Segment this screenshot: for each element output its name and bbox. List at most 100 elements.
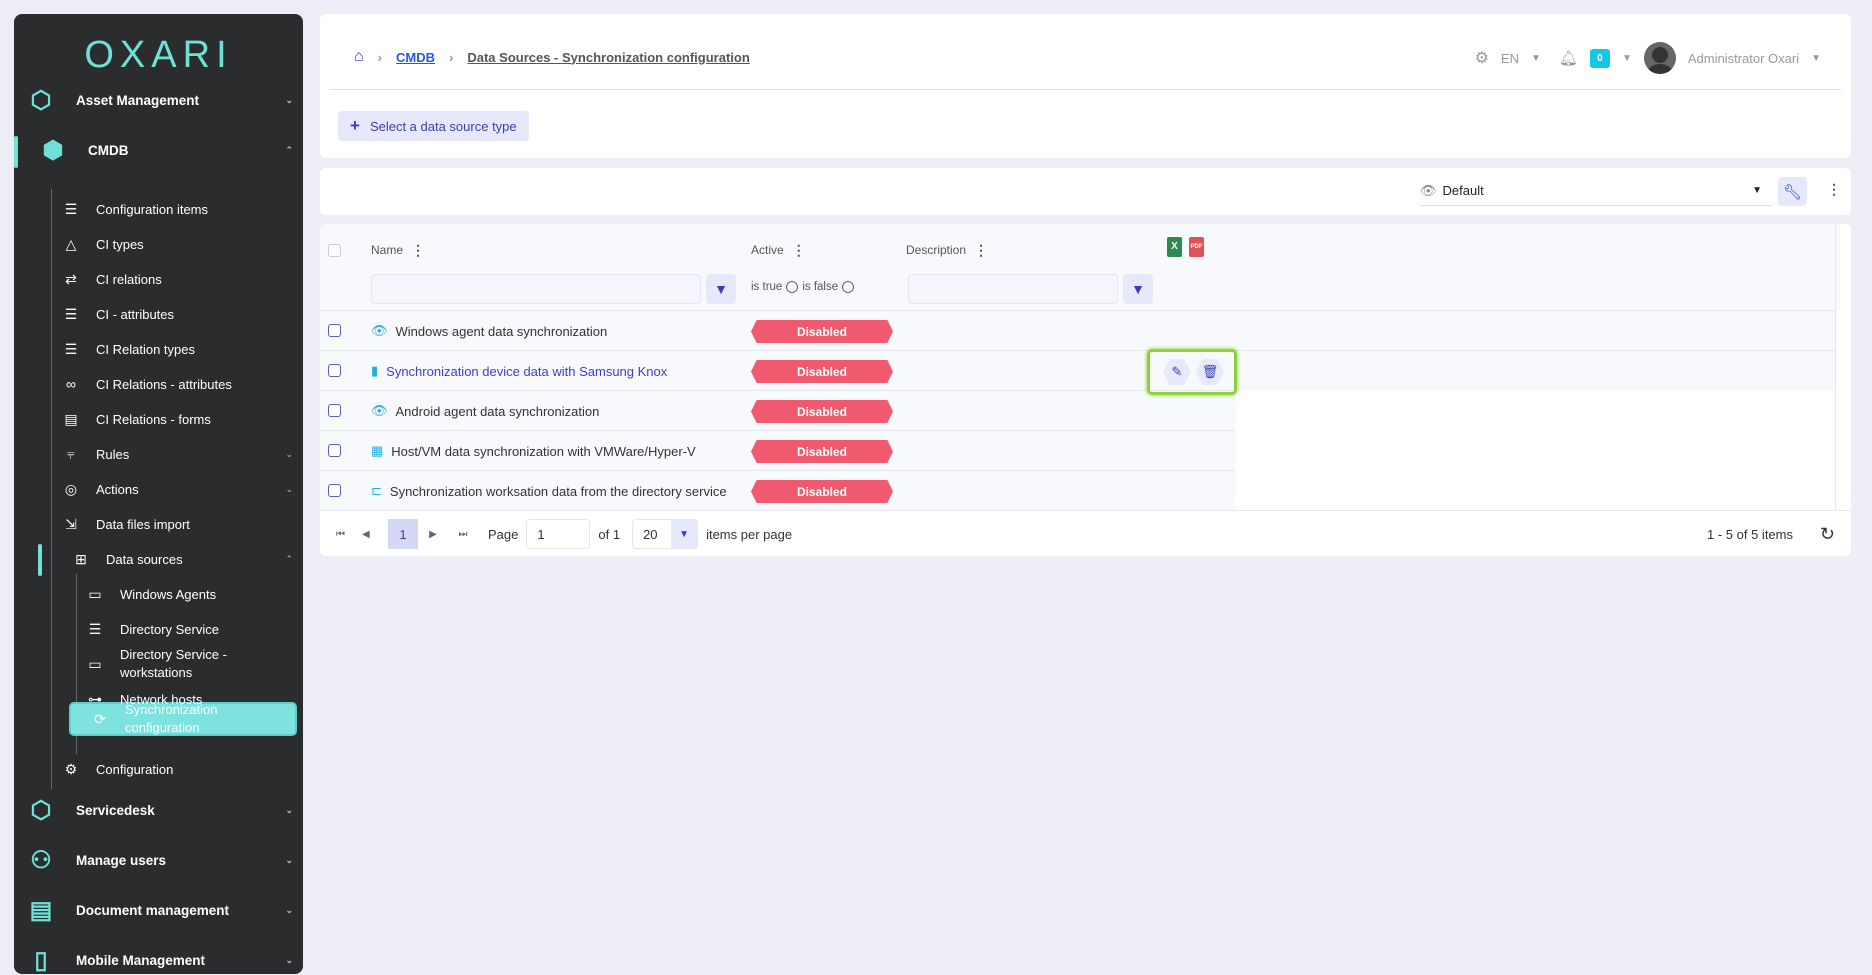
caret-down-icon[interactable]: ▼: [1530, 52, 1541, 64]
breadcrumb-current: Data Sources - Synchronization configura…: [467, 49, 750, 65]
sidebar-item-ci-types[interactable]: △ CI types: [60, 229, 303, 259]
user-name[interactable]: Administrator Oxari: [1687, 50, 1800, 66]
chevron-right-icon: ›: [449, 49, 454, 65]
sidebar-item-configuration-items[interactable]: ☰ Configuration items: [60, 194, 303, 224]
divider: [330, 89, 1841, 90]
last-page-icon[interactable]: ⏭: [458, 528, 468, 540]
pager: ⏮ ◀ 1 ▶ ⏭ Page 1 of 1 20 ▼ items per page…: [320, 510, 1851, 556]
column-menu-icon[interactable]: ⋮: [791, 242, 806, 258]
sidebar-item-ci-relation-types[interactable]: ☰ CI Relation types: [60, 334, 303, 364]
view-select[interactable]: 👁︎ Default ▼: [1420, 176, 1772, 206]
name-filter-button[interactable]: ▼: [706, 274, 736, 304]
description-filter-input[interactable]: [908, 274, 1118, 304]
page-1-button[interactable]: 1: [388, 519, 418, 549]
more-options-icon[interactable]: ⋮: [1827, 181, 1841, 197]
sidebar-item-windows-agents[interactable]: ▭ Windows Agents: [84, 579, 303, 609]
documents-icon: ▤: [29, 896, 53, 924]
row-name[interactable]: Host/VM data synchronization with VMWare…: [391, 443, 696, 459]
sidebar-item-ci-attributes[interactable]: ☰ CI - attributes: [60, 299, 303, 329]
table-row[interactable]: 👁︎ Android agent data synchronization Dis…: [320, 390, 1235, 430]
row-checkbox[interactable]: [328, 484, 341, 497]
select-data-source-type-button[interactable]: + Select a data source type: [338, 111, 529, 141]
breadcrumb: ⌂ › CMDB › Data Sources - Synchronizatio…: [354, 48, 750, 66]
bell-icon[interactable]: 🔔︎: [1558, 50, 1578, 67]
page-input[interactable]: 1: [526, 519, 591, 549]
row-checkbox[interactable]: [328, 404, 341, 417]
sidebar-item-rules[interactable]: ⫧ Rules ⌄: [60, 439, 303, 469]
sidebar-item-directory-service[interactable]: ☰ Directory Service: [84, 614, 303, 644]
list-icon: ☰: [64, 340, 78, 357]
name-filter-input[interactable]: [371, 274, 701, 304]
column-header-description[interactable]: Description ⋮: [906, 242, 989, 258]
sidebar-item-data-sources[interactable]: ⊞ Data sources ⌃: [70, 544, 303, 574]
sidebar-item-document-management[interactable]: ▤ Document management ⌄: [26, 895, 303, 925]
network-icon: ⊶: [88, 690, 102, 707]
sidebar-item-ci-relations-attributes[interactable]: ∞ CI Relations - attributes: [60, 369, 303, 399]
sidebar-item-configuration[interactable]: ⚙ Configuration: [60, 754, 303, 784]
caret-down-icon[interactable]: ▼: [1621, 52, 1632, 64]
prev-page-icon[interactable]: ◀: [362, 528, 370, 540]
tree-icon: ⊏: [371, 483, 382, 498]
column-menu-icon[interactable]: ⋮: [974, 242, 989, 258]
row-name[interactable]: Android agent data synchronization: [395, 403, 600, 419]
table-row[interactable]: ▦ Host/VM data synchronization with VMWar…: [320, 430, 1235, 470]
wrench-button[interactable]: 🔧︎: [1778, 177, 1807, 206]
eye-icon: 👁︎: [1420, 182, 1437, 198]
monitor-icon: ▭: [88, 655, 102, 672]
logo: OXARI: [84, 34, 233, 76]
cmdb-icon: ⬢: [42, 136, 64, 164]
pdf-export-icon[interactable]: PDF: [1189, 237, 1204, 257]
row-checkbox[interactable]: [328, 444, 341, 457]
home-icon[interactable]: ⌂: [354, 48, 364, 65]
row-name[interactable]: Synchronization worksation data from the…: [389, 483, 727, 499]
language-select[interactable]: EN: [1500, 50, 1519, 66]
table-row[interactable]: 👁︎ Windows agent data synchronization Dis…: [320, 310, 1835, 350]
row-actions-highlight: [1147, 349, 1237, 395]
row-name[interactable]: Synchronization device data with Samsung…: [386, 363, 668, 379]
column-header-active[interactable]: Active ⋮: [751, 242, 806, 258]
selected-highlight: [69, 702, 297, 736]
excel-export-icon[interactable]: X: [1167, 237, 1182, 257]
row-checkbox[interactable]: [328, 324, 341, 337]
target-icon: ◎: [64, 480, 78, 497]
column-menu-icon[interactable]: ⋮: [411, 242, 426, 258]
row-name[interactable]: Windows agent data synchronization: [395, 323, 608, 339]
eye-icon: 👁︎: [371, 323, 388, 338]
caret-down-icon[interactable]: ▼: [1811, 52, 1821, 64]
sidebar-item-ci-relations[interactable]: ⇄ CI relations: [60, 264, 303, 294]
sidebar-item-data-files-import[interactable]: ⇲ Data files import: [60, 509, 303, 539]
first-page-icon[interactable]: ⏮: [336, 528, 345, 540]
select-all-checkbox[interactable]: [328, 244, 341, 257]
sidebar-item-directory-service-workstations[interactable]: ▭ Directory Service - workstations: [84, 644, 303, 684]
refresh-icon[interactable]: ↻: [1819, 523, 1835, 544]
is-true-radio[interactable]: [786, 281, 799, 293]
sidebar-item-cmdb[interactable]: ⬢ CMDB ⌃: [38, 135, 303, 165]
plus-icon: +: [350, 116, 360, 135]
notification-badge[interactable]: 0: [1589, 48, 1610, 68]
per-page-select[interactable]: 20 ▼: [632, 519, 699, 549]
gear-icon[interactable]: ⚙: [1474, 50, 1489, 67]
grid-icon: ▦: [371, 443, 384, 458]
sidebar-item-manage-users[interactable]: ⚇ Manage users ⌄: [26, 845, 303, 875]
breadcrumb-cmdb[interactable]: CMDB: [396, 49, 436, 65]
table-row[interactable]: ⊏ Synchronization worksation data from th…: [320, 470, 1235, 510]
sidebar-item-asset-management[interactable]: ⬡ Asset Management ⌄: [26, 85, 303, 115]
toolbar-card: 👁︎ Default ▼ 🔧︎ ⋮: [320, 168, 1851, 215]
sidebar-item-ci-relations-forms[interactable]: ▤ CI Relations - forms: [60, 404, 303, 434]
list-icon: ☰: [64, 305, 78, 322]
sidebar-item-network-hosts[interactable]: ⊶ Network hosts: [84, 684, 303, 714]
is-false-radio[interactable]: [842, 281, 855, 293]
arrows-icon: ⇄: [65, 270, 77, 287]
description-filter-button[interactable]: ▼: [1123, 274, 1153, 304]
next-page-icon[interactable]: ▶: [429, 528, 437, 540]
row-checkbox[interactable]: [328, 364, 341, 377]
scrollbar[interactable]: [1835, 224, 1836, 510]
sidebar-item-servicedesk[interactable]: ⬡ Servicedesk ⌄: [26, 795, 303, 825]
sidebar-item-mobile-management[interactable]: ▯ Mobile Management ⌄: [26, 945, 303, 975]
per-page-label: items per page: [706, 526, 793, 542]
table-row[interactable]: ▮ Synchronization device data with Samsun…: [320, 350, 1835, 390]
column-header-name[interactable]: Name ⋮: [371, 242, 426, 258]
avatar[interactable]: [1643, 42, 1676, 74]
sidebar-item-synchronization-configuration[interactable]: ⟳ Synchronization configuration: [89, 702, 289, 736]
sidebar-item-actions[interactable]: ◎ Actions ⌄: [60, 474, 303, 504]
